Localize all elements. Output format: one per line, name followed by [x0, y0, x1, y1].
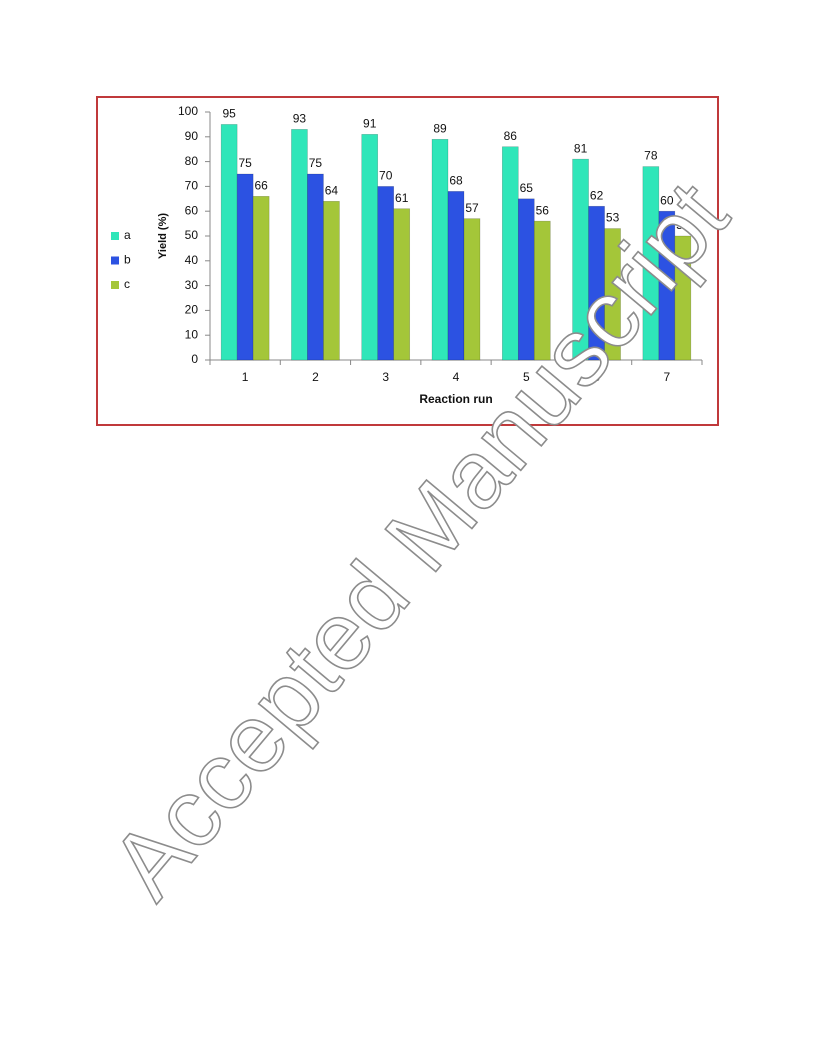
bar [393, 208, 411, 361]
bar [431, 138, 449, 361]
value-label: 75 [238, 156, 252, 170]
legend-swatch [111, 281, 119, 289]
value-label: 70 [379, 169, 393, 183]
legend-label: a [124, 228, 131, 242]
value-label: 75 [309, 156, 323, 170]
y-tick-label: 60 [185, 203, 199, 217]
value-label: 86 [504, 129, 518, 143]
value-label: 81 [574, 141, 588, 155]
bar [463, 218, 481, 361]
y-tick-label: 80 [185, 154, 199, 168]
value-label: 68 [449, 174, 463, 188]
y-tick-label: 40 [185, 253, 199, 267]
legend-swatch [111, 232, 119, 240]
bar [604, 228, 621, 361]
bar [323, 200, 340, 361]
x-tick-label: 7 [664, 370, 671, 384]
y-tick-label: 50 [185, 228, 199, 242]
value-label: 95 [222, 107, 236, 121]
legend-swatch [111, 256, 119, 265]
chart: Yield (%) Reaction run 01020304050607080… [111, 104, 703, 406]
bar [291, 129, 308, 361]
y-tick-label: 10 [185, 327, 199, 341]
bar [674, 235, 692, 361]
y-tick-label: 20 [185, 303, 199, 317]
y-tick-label: 90 [185, 129, 199, 143]
value-label: 62 [590, 188, 604, 202]
x-tick-label: 5 [523, 370, 530, 384]
bar [533, 220, 551, 361]
x-tick-label: 6 [593, 370, 600, 384]
y-tick-label: 0 [191, 352, 198, 366]
bar [307, 173, 324, 361]
value-label: 91 [363, 116, 377, 130]
value-label: 57 [465, 201, 479, 215]
x-tick-label: 1 [242, 370, 249, 384]
legend-label: b [124, 253, 131, 267]
x-tick-label: 4 [453, 370, 460, 384]
y-axis-label: Yield (%) [157, 213, 169, 259]
bar [236, 173, 254, 361]
bar [361, 134, 379, 361]
value-label: 53 [606, 211, 620, 225]
y-tick-label: 30 [185, 278, 199, 292]
value-label: 89 [433, 121, 447, 135]
bar [252, 196, 270, 361]
value-label: 64 [325, 183, 339, 197]
bar [220, 124, 238, 361]
value-label: 66 [254, 178, 268, 192]
value-label: 78 [644, 149, 658, 163]
y-tick-label: 70 [185, 179, 199, 193]
value-label: 61 [395, 191, 409, 205]
watermark: Accepted Manuscript [90, 163, 748, 918]
x-axis-label: Reaction run [419, 392, 492, 406]
value-label: 65 [520, 181, 534, 195]
x-tick-label: 2 [312, 370, 319, 384]
bar [447, 191, 465, 361]
legend-label: c [124, 277, 130, 291]
value-label: 60 [660, 193, 674, 207]
bar [501, 146, 519, 361]
y-tick-label: 100 [178, 104, 198, 118]
x-tick-label: 3 [382, 370, 389, 384]
value-label: 93 [293, 112, 307, 126]
figure-border [96, 96, 719, 426]
value-label: 56 [536, 203, 550, 217]
value-label: 50 [676, 218, 690, 232]
bar [377, 186, 395, 361]
